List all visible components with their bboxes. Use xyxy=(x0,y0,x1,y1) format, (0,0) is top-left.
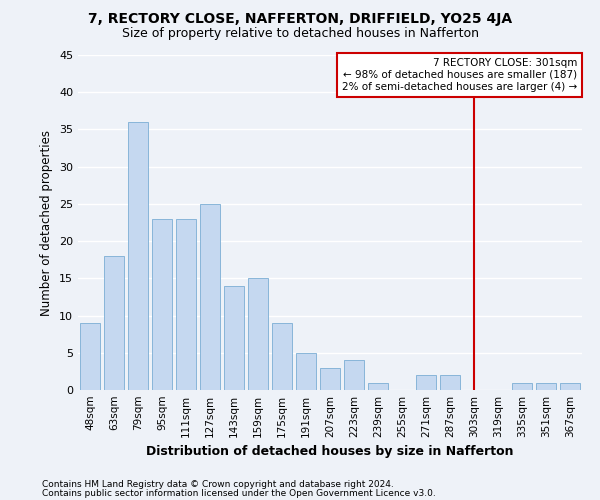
Text: 7, RECTORY CLOSE, NAFFERTON, DRIFFIELD, YO25 4JA: 7, RECTORY CLOSE, NAFFERTON, DRIFFIELD, … xyxy=(88,12,512,26)
Bar xyxy=(440,375,460,390)
X-axis label: Distribution of detached houses by size in Nafferton: Distribution of detached houses by size … xyxy=(146,446,514,458)
Bar xyxy=(248,278,268,390)
Bar xyxy=(272,323,292,390)
Bar xyxy=(80,323,100,390)
Bar xyxy=(368,382,388,390)
Bar xyxy=(200,204,220,390)
Text: Contains public sector information licensed under the Open Government Licence v3: Contains public sector information licen… xyxy=(42,490,436,498)
Bar xyxy=(224,286,244,390)
Bar xyxy=(560,382,580,390)
Bar xyxy=(416,375,436,390)
Text: Contains HM Land Registry data © Crown copyright and database right 2024.: Contains HM Land Registry data © Crown c… xyxy=(42,480,394,489)
Bar xyxy=(152,219,172,390)
Bar xyxy=(176,219,196,390)
Text: 7 RECTORY CLOSE: 301sqm
← 98% of detached houses are smaller (187)
2% of semi-de: 7 RECTORY CLOSE: 301sqm ← 98% of detache… xyxy=(342,58,577,92)
Bar xyxy=(536,382,556,390)
Bar xyxy=(128,122,148,390)
Bar xyxy=(512,382,532,390)
Bar xyxy=(104,256,124,390)
Y-axis label: Number of detached properties: Number of detached properties xyxy=(40,130,53,316)
Bar xyxy=(344,360,364,390)
Bar xyxy=(320,368,340,390)
Text: Size of property relative to detached houses in Nafferton: Size of property relative to detached ho… xyxy=(121,28,479,40)
Bar xyxy=(296,353,316,390)
